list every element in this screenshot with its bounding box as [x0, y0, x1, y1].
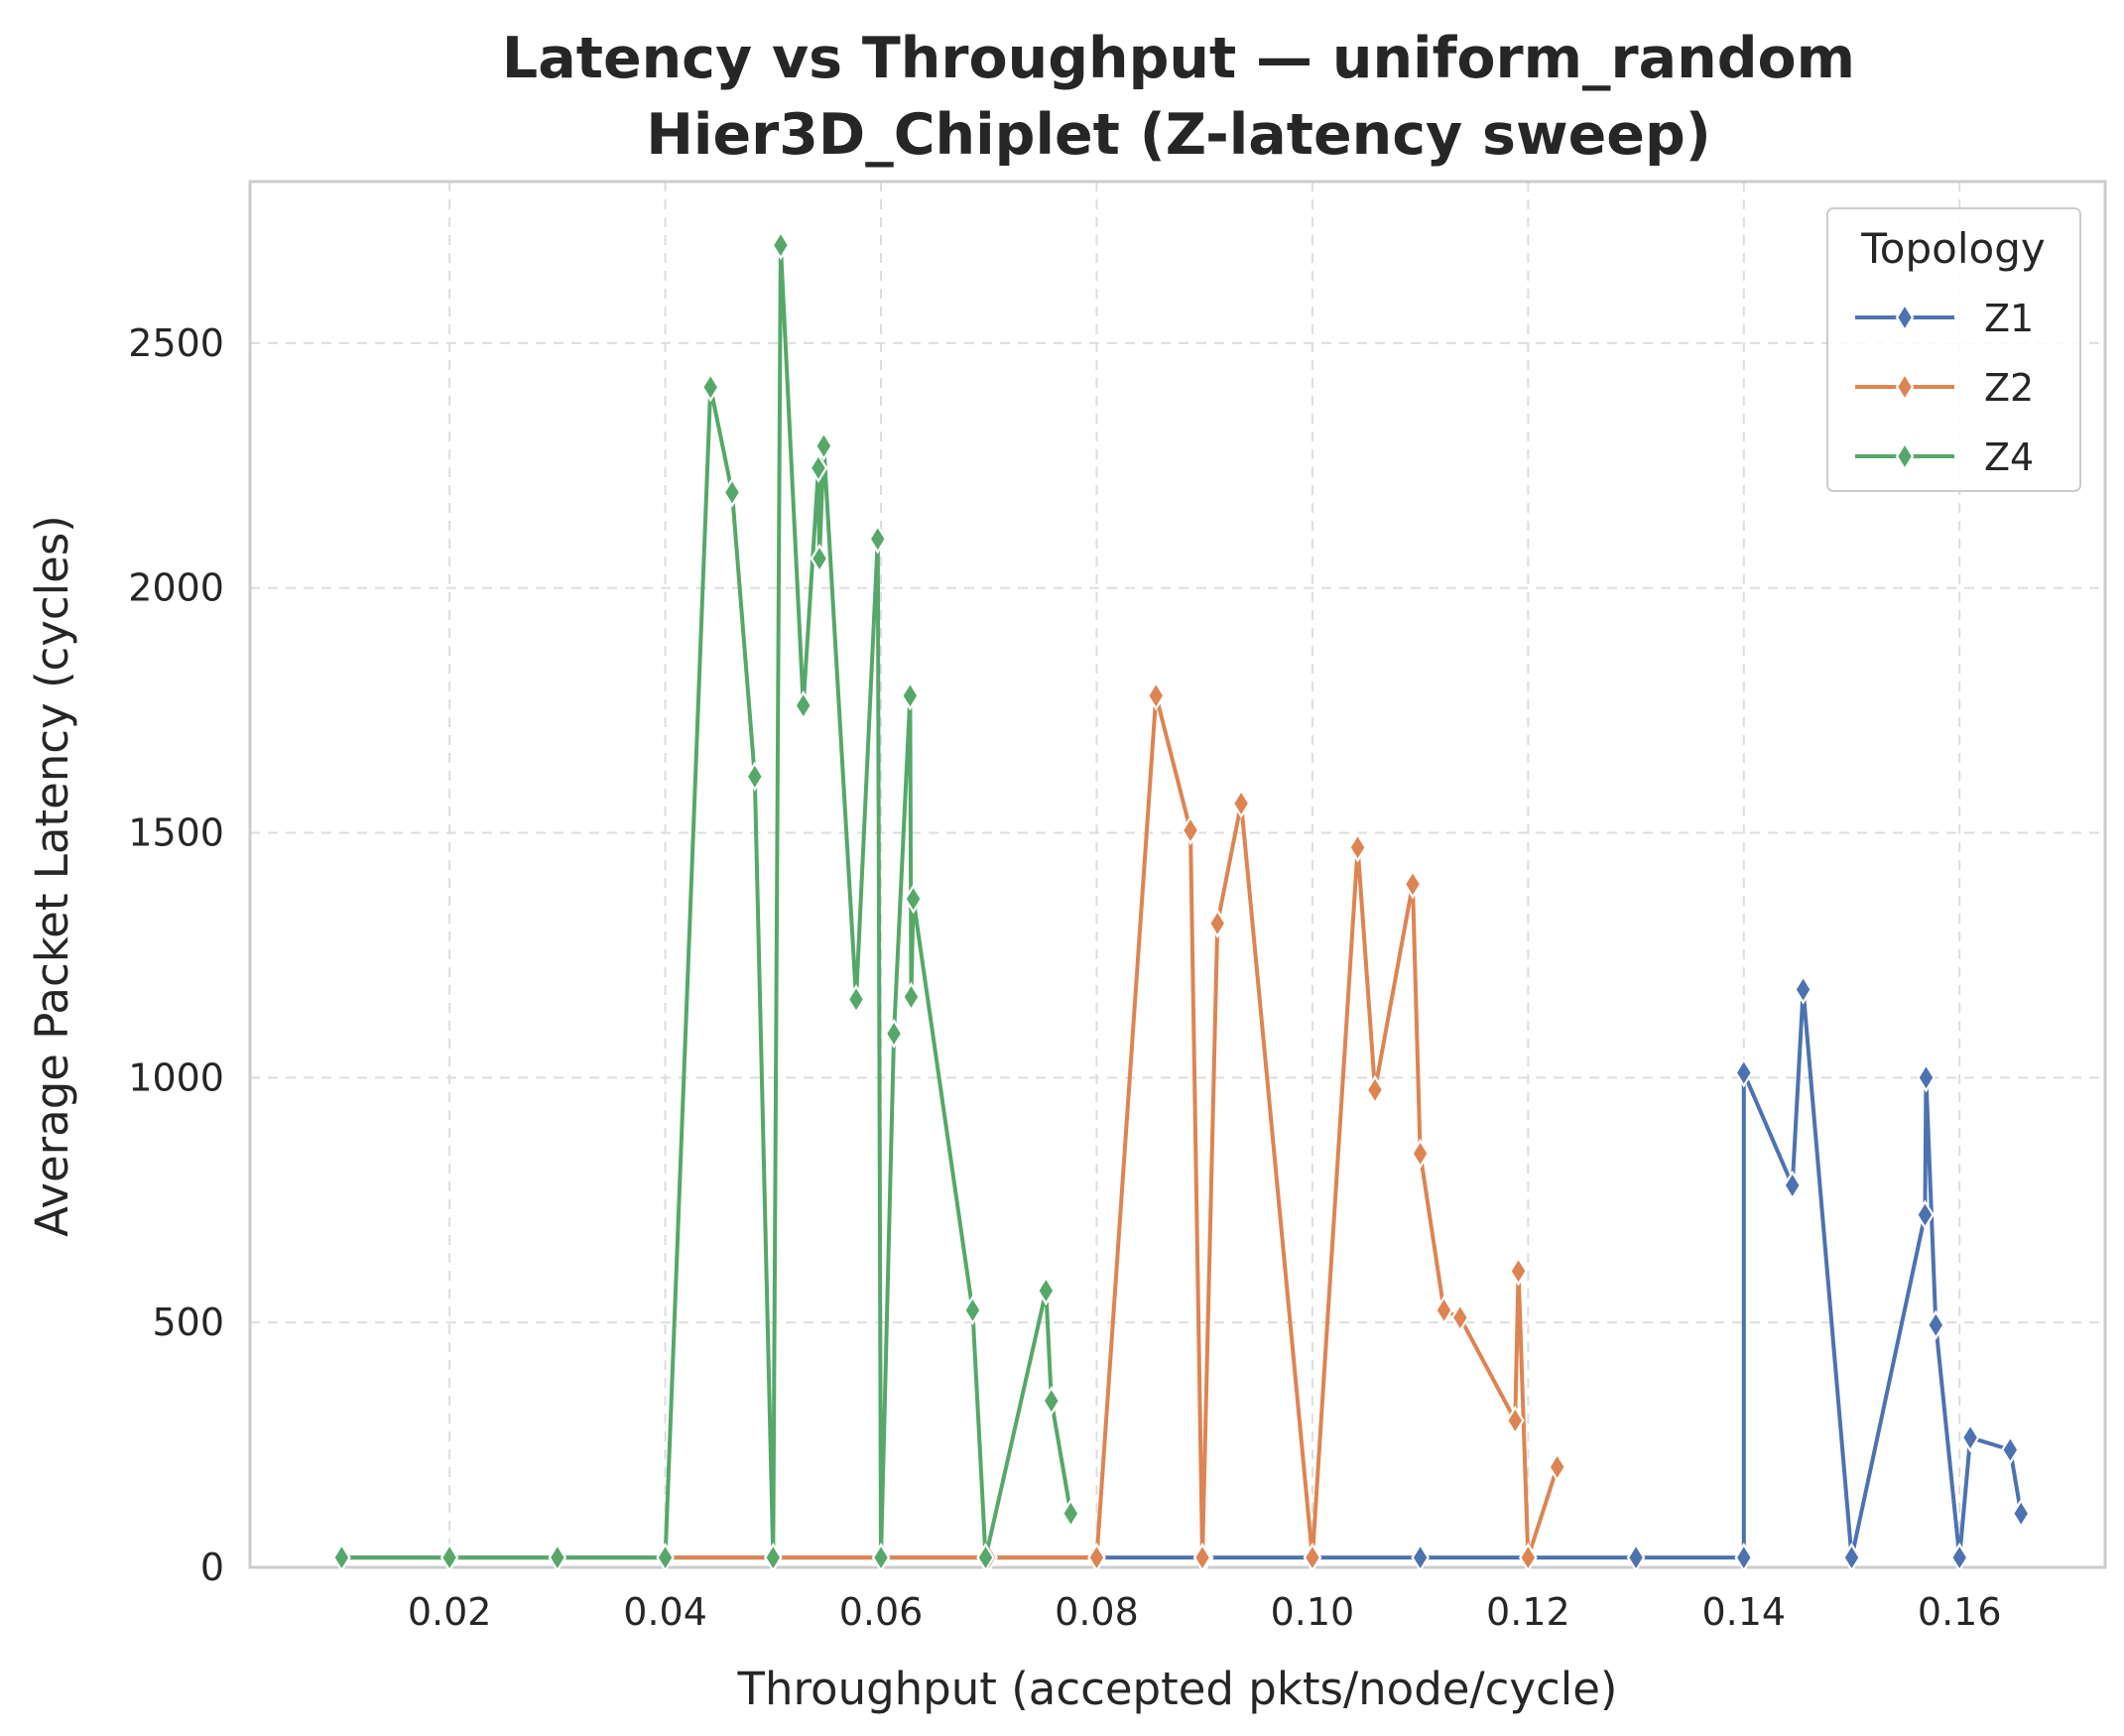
data-point-z2 — [1348, 832, 1367, 863]
x-tick-label: 0.16 — [1918, 1590, 2002, 1634]
y-tick-label: 500 — [152, 1301, 224, 1344]
data-point-z2 — [1181, 814, 1200, 846]
data-point-z4 — [902, 981, 921, 1013]
data-point-z4 — [439, 1543, 459, 1573]
x-tick-label: 0.10 — [1271, 1590, 1355, 1634]
series-line-z2 — [341, 693, 1560, 1560]
data-point-z4 — [810, 544, 829, 574]
data-point-z1 — [1960, 1423, 1980, 1453]
legend-entries: Z1 Z2 Z4 — [1855, 297, 2034, 479]
legend-marker-z2 — [1895, 371, 1915, 403]
y-tick-label: 0 — [200, 1546, 224, 1589]
y-tick-label: 1500 — [128, 811, 224, 855]
legend-title: Topology — [1860, 224, 2045, 273]
data-point-z2 — [1303, 1543, 1322, 1573]
data-point-z4 — [904, 884, 923, 915]
data-point-z1 — [1917, 1062, 1936, 1093]
y-tick-label: 2500 — [128, 321, 224, 365]
data-point-z4 — [700, 372, 720, 403]
data-point-z2 — [1450, 1302, 1470, 1333]
data-point-z4 — [745, 761, 765, 792]
x-tick-label: 0.12 — [1486, 1590, 1570, 1634]
data-point-z4 — [846, 984, 866, 1015]
legend-marker-z1 — [1895, 302, 1915, 333]
data-point-z2 — [1146, 681, 1166, 711]
data-point-z1 — [1411, 1543, 1430, 1573]
data-point-z1 — [2011, 1498, 2031, 1529]
data-point-z4 — [868, 524, 888, 555]
data-point-z4 — [656, 1543, 675, 1573]
grid — [250, 182, 2105, 1567]
data-point-z1 — [1794, 974, 1812, 1005]
data-point-z1 — [1927, 1309, 1945, 1340]
data-point-z4 — [548, 1543, 567, 1573]
data-point-z2 — [1506, 1405, 1525, 1436]
data-point-z4 — [871, 1543, 891, 1573]
x-tick-label: 0.04 — [623, 1590, 707, 1634]
legend-box — [1826, 207, 2081, 492]
legend-label-z4: Z4 — [1984, 435, 2034, 479]
data-point-z4 — [332, 1543, 351, 1573]
y-tick-label: 2000 — [128, 566, 224, 610]
x-tick-label: 0.08 — [1055, 1590, 1139, 1634]
data-point-z4 — [794, 690, 813, 721]
y-axis-label: Average Packet Latency (cycles) — [26, 515, 78, 1237]
chart-title-line-2: Hier3D_Chiplet (Z-latency sweep) — [646, 102, 1711, 168]
data-point-z4 — [1062, 1498, 1080, 1529]
x-tick-label: 0.06 — [839, 1590, 924, 1634]
legend-label-z1: Z1 — [1984, 297, 2034, 340]
data-point-z2 — [1192, 1543, 1212, 1573]
plot-area — [248, 180, 2107, 1569]
data-point-z4 — [963, 1295, 982, 1325]
data-point-z2 — [1411, 1138, 1430, 1169]
y-tick-label: 1000 — [128, 1055, 224, 1099]
series-lines — [332, 230, 2031, 1573]
data-point-z4 — [1042, 1386, 1062, 1417]
series-z4 — [332, 230, 1080, 1573]
data-point-z4 — [1037, 1275, 1056, 1306]
data-point-z2 — [1548, 1451, 1566, 1482]
axis-ticks: 0.02 0.04 0.06 0.08 0.10 0.12 0.14 0.16 0 500 1000… — [128, 321, 2001, 1634]
data-point-z4 — [901, 681, 920, 711]
legend-label-z2: Z2 — [1984, 366, 2034, 410]
data-point-z1 — [1783, 1170, 1803, 1201]
data-point-z1 — [1916, 1199, 1935, 1230]
data-point-z2 — [1207, 908, 1227, 938]
data-point-z2 — [1519, 1543, 1538, 1573]
data-point-z2 — [1087, 1543, 1106, 1573]
x-tick-label: 0.02 — [408, 1590, 492, 1634]
data-point-z2 — [1403, 869, 1423, 900]
data-point-z1 — [1734, 1057, 1754, 1088]
data-point-z1 — [1626, 1543, 1646, 1573]
chart-title-line-1: Latency vs Throughput — uniform_random — [502, 26, 1855, 91]
data-point-z1 — [1949, 1543, 1969, 1573]
data-point-z1 — [1734, 1543, 1754, 1573]
x-tick-label: 0.14 — [1701, 1590, 1786, 1634]
legend-marker-z4 — [1895, 440, 1915, 472]
data-point-z2 — [1435, 1295, 1453, 1325]
data-point-z4 — [771, 230, 791, 261]
data-point-z2 — [1231, 788, 1251, 819]
data-point-z1 — [2001, 1434, 2020, 1465]
data-point-z4 — [764, 1543, 783, 1573]
data-point-z4 — [884, 1018, 904, 1050]
data-point-z2 — [1509, 1256, 1528, 1287]
data-point-z4 — [722, 477, 742, 508]
data-point-z4 — [809, 452, 828, 483]
x-axis-label: Throughput (accepted pkts/node/cycle) — [737, 1663, 1618, 1715]
data-point-z2 — [1365, 1074, 1385, 1105]
data-point-z4 — [814, 431, 833, 461]
data-point-z1 — [1842, 1543, 1861, 1573]
data-point-z4 — [976, 1543, 995, 1573]
legend: Topology Z1 Z2 Z4 — [1826, 207, 2081, 492]
